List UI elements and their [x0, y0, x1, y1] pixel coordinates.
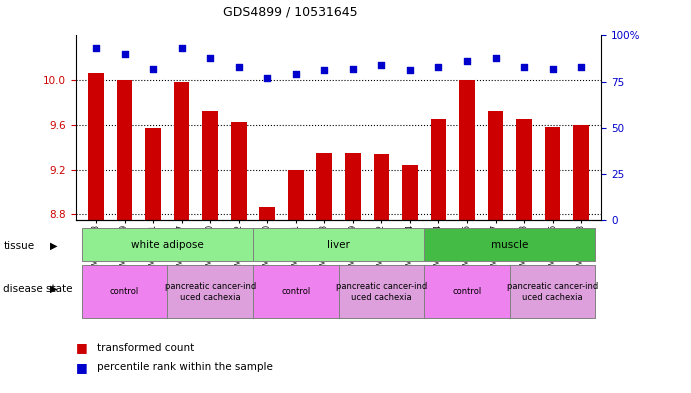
- Point: [518, 64, 529, 70]
- Bar: [545, 127, 560, 220]
- Text: percentile rank within the sample: percentile rank within the sample: [97, 362, 273, 373]
- Point: [462, 58, 473, 64]
- Point: [433, 64, 444, 70]
- Text: pancreatic cancer-ind
uced cachexia: pancreatic cancer-ind uced cachexia: [507, 282, 598, 301]
- Text: liver: liver: [327, 240, 350, 250]
- Point: [348, 66, 359, 72]
- Point: [91, 45, 102, 51]
- Bar: [173, 83, 189, 220]
- Text: control: control: [281, 287, 310, 296]
- Point: [262, 75, 273, 81]
- Bar: [374, 154, 389, 220]
- Text: ■: ■: [76, 341, 88, 354]
- Bar: [574, 125, 589, 220]
- Text: ▶: ▶: [50, 241, 57, 251]
- Bar: [253, 265, 339, 318]
- Point: [576, 64, 587, 70]
- Bar: [345, 153, 361, 220]
- Point: [290, 71, 301, 77]
- Text: muscle: muscle: [491, 240, 529, 250]
- Bar: [488, 112, 504, 220]
- Text: pancreatic cancer-ind
uced cachexia: pancreatic cancer-ind uced cachexia: [164, 282, 256, 301]
- Point: [205, 54, 216, 61]
- Text: white adipose: white adipose: [131, 240, 204, 250]
- Point: [176, 45, 187, 51]
- Bar: [424, 228, 596, 261]
- Bar: [510, 265, 596, 318]
- Bar: [516, 119, 532, 220]
- Bar: [253, 228, 424, 261]
- Bar: [316, 153, 332, 220]
- Bar: [339, 265, 424, 318]
- Bar: [460, 80, 475, 220]
- Text: disease state: disease state: [3, 284, 73, 294]
- Bar: [167, 265, 253, 318]
- Bar: [117, 80, 133, 220]
- Bar: [288, 170, 303, 220]
- Text: ▶: ▶: [50, 284, 57, 294]
- Text: transformed count: transformed count: [97, 343, 194, 353]
- Point: [404, 67, 415, 73]
- Point: [233, 64, 244, 70]
- Point: [148, 66, 159, 72]
- Text: control: control: [453, 287, 482, 296]
- Bar: [202, 112, 218, 220]
- Point: [490, 54, 501, 61]
- Text: control: control: [110, 287, 139, 296]
- Bar: [231, 121, 247, 220]
- Text: tissue: tissue: [3, 241, 35, 251]
- Text: ■: ■: [76, 361, 88, 374]
- Bar: [145, 128, 161, 220]
- Bar: [259, 207, 275, 220]
- Text: GDS4899 / 10531645: GDS4899 / 10531645: [223, 6, 357, 19]
- Bar: [402, 165, 418, 220]
- Point: [376, 62, 387, 68]
- Bar: [82, 228, 253, 261]
- Bar: [430, 119, 446, 220]
- Point: [547, 66, 558, 72]
- Text: pancreatic cancer-ind
uced cachexia: pancreatic cancer-ind uced cachexia: [336, 282, 427, 301]
- Point: [119, 51, 130, 57]
- Point: [319, 67, 330, 73]
- Bar: [82, 265, 167, 318]
- Bar: [88, 73, 104, 220]
- Bar: [424, 265, 510, 318]
